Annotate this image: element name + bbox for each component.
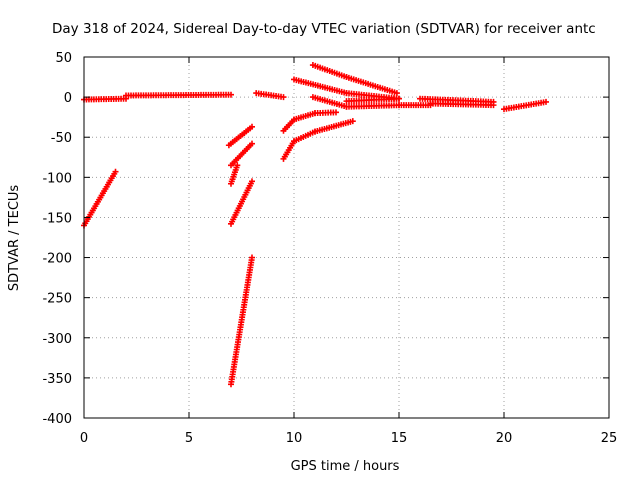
- data-points: [81, 62, 549, 388]
- data-point: [396, 95, 402, 102]
- x-axis-label: GPS time / hours: [291, 459, 400, 474]
- y-tick-label-9: -400: [42, 412, 72, 427]
- data-segment-4: [228, 140, 255, 169]
- x-tick-label-3: 15: [391, 431, 408, 446]
- data-segment-20: [343, 102, 402, 110]
- data-point: [543, 98, 549, 105]
- data-segment-21: [343, 95, 402, 105]
- data-segment-14: [312, 109, 339, 117]
- y-tick-label-3: -100: [42, 171, 72, 186]
- data-segment-6: [228, 178, 255, 227]
- x-tick-label-1: 5: [185, 431, 193, 446]
- y-tick-label-4: -150: [42, 211, 72, 226]
- x-tick-label-0: 0: [80, 431, 88, 446]
- data-segment-15: [291, 76, 350, 97]
- y-tick-label-1: 0: [64, 91, 72, 106]
- data-segment-18: [343, 74, 400, 97]
- data-segment-25: [501, 98, 549, 113]
- data-point: [234, 162, 241, 169]
- tick-labels: 0 5 10 15 20 25 50 0 -50 -100 -150 -200 -250 -300 -350…: [42, 51, 617, 446]
- data-segment-2: [123, 91, 234, 99]
- plot-frame: [83, 56, 610, 419]
- data-point: [249, 254, 255, 261]
- axis-ticks: [83, 56, 610, 419]
- data-segment-13: [312, 118, 356, 135]
- x-tick-label-5: 25: [601, 431, 618, 446]
- data-point: [349, 118, 356, 125]
- y-tick-label-6: -250: [42, 292, 72, 307]
- x-tick-label-4: 20: [496, 431, 513, 446]
- data-point: [228, 91, 234, 98]
- data-segment-8: [253, 90, 287, 101]
- data-point: [112, 168, 119, 175]
- x-tick-label-2: 10: [286, 431, 303, 446]
- data-segment-7: [228, 254, 255, 388]
- data-point: [249, 178, 255, 185]
- y-tick-label-8: -350: [42, 372, 72, 387]
- grid-lines: [84, 57, 609, 418]
- chart-title: Day 318 of 2024, Sidereal Day-to-day VTE…: [52, 21, 596, 37]
- data-point: [280, 94, 287, 101]
- y-tick-label-0: 50: [55, 51, 72, 66]
- y-axis-label: SDTVAR / TECUs: [7, 185, 22, 292]
- data-point: [393, 90, 400, 97]
- data-segment-24: [427, 100, 497, 109]
- data-point: [249, 140, 255, 147]
- y-tick-label-7: -300: [42, 332, 72, 347]
- data-point: [490, 102, 497, 109]
- data-segment-3: [225, 123, 255, 149]
- data-segment-1: [81, 95, 129, 103]
- data-segment-11: [291, 128, 318, 145]
- data-segment-5: [228, 162, 241, 187]
- y-tick-label-2: -50: [51, 131, 72, 146]
- y-tick-label-5: -200: [42, 252, 72, 267]
- data-point: [333, 109, 339, 116]
- data-point: [249, 123, 255, 130]
